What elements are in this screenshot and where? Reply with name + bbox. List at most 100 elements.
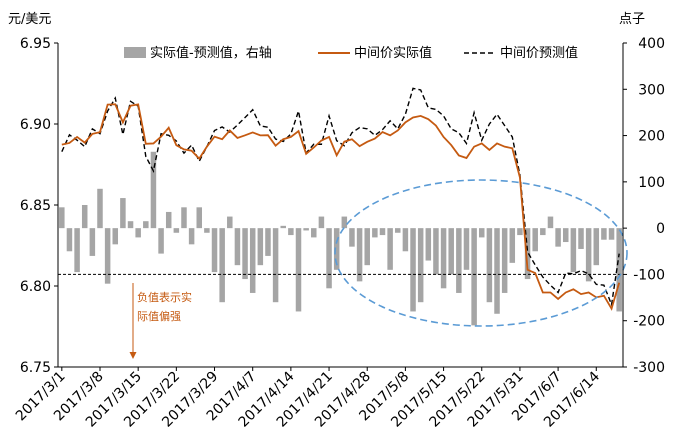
annotation-arrowhead: [129, 352, 137, 359]
bars-layer: [59, 151, 622, 326]
bar-mark: [66, 228, 73, 252]
bar-mark: [456, 228, 462, 293]
right-tick-label: 200: [638, 129, 665, 145]
bar-mark: [74, 228, 80, 273]
bar-mark: [601, 228, 607, 240]
right-axis-ticks: -300 -200 -100 0 100 200 300 400: [623, 36, 665, 376]
right-tick-label: 400: [638, 36, 665, 52]
bar-mark: [562, 228, 569, 243]
left-tick-label: 6.80: [20, 279, 51, 295]
bar-mark: [173, 228, 180, 233]
bar-mark: [341, 216, 348, 229]
bar-mark: [288, 228, 294, 236]
series-line-forecast: [61, 87, 620, 308]
legend-label-forecast: 中间价预测值: [500, 45, 578, 61]
left-axis-unit: 元/美元: [8, 12, 51, 27]
bar-mark: [120, 198, 126, 229]
bar-mark: [311, 228, 317, 238]
right-tick-label: 100: [638, 175, 665, 191]
bar-mark: [540, 228, 546, 236]
bar-mark: [104, 228, 111, 284]
bar-mark: [196, 207, 202, 229]
right-tick-label: -100: [633, 267, 665, 283]
bar-mark: [387, 228, 393, 270]
bar-mark: [242, 228, 248, 280]
annotation-line-1: 负值表示实: [137, 290, 192, 304]
bar-mark: [593, 228, 600, 266]
bar-mark: [135, 228, 141, 238]
bar-mark: [578, 228, 584, 249]
left-tick-label: 6.95: [20, 36, 51, 52]
bar-mark: [356, 228, 363, 282]
bar-mark: [570, 228, 577, 273]
right-tick-label: -300: [633, 360, 665, 376]
bar-mark: [234, 228, 241, 266]
bar-mark: [280, 225, 286, 229]
bar-mark: [265, 228, 271, 256]
series-line-actual: [61, 103, 621, 311]
bar-mark: [494, 228, 500, 314]
annotation: 负值表示实 际值偏强: [129, 283, 192, 359]
bar-mark: [219, 228, 225, 303]
bar-mark: [471, 228, 477, 326]
bar-mark: [555, 228, 561, 247]
bar-mark: [257, 228, 264, 266]
bar-mark: [227, 216, 233, 229]
bar-mark: [272, 228, 279, 303]
bar-mark: [425, 228, 432, 261]
bar-mark: [585, 228, 592, 282]
bar-mark: [486, 228, 493, 303]
left-axis-ticks: 6.75 6.80 6.85 6.90 6.95: [20, 36, 58, 376]
bar-mark: [616, 228, 622, 312]
left-tick-label: 6.75: [20, 360, 51, 376]
bar-mark: [364, 228, 370, 266]
right-tick-label: 0: [656, 221, 665, 237]
bar-mark: [97, 188, 103, 229]
bar-mark: [410, 228, 416, 312]
bar-mark: [143, 221, 149, 229]
bar-mark: [89, 228, 96, 256]
bar-mark: [318, 216, 325, 229]
bar-mark: [188, 228, 195, 245]
bar-mark: [402, 228, 409, 252]
bar-mark: [249, 228, 256, 293]
right-tick-label: -200: [633, 314, 665, 330]
legend: 实际值-预测值，右轴 中间价实际值 中间价预测值: [124, 45, 578, 61]
left-tick-label: 6.85: [20, 198, 51, 214]
right-axis-unit: 点子: [619, 12, 645, 27]
bar-mark: [81, 205, 88, 229]
bar-mark: [165, 211, 172, 229]
bar-mark: [150, 151, 157, 229]
bar-mark: [448, 228, 454, 275]
bar-mark: [181, 207, 187, 229]
bar-mark: [326, 228, 332, 289]
bar-mark: [524, 228, 531, 280]
bar-mark: [372, 228, 378, 238]
bar-mark: [517, 228, 523, 236]
bar-mark: [303, 228, 309, 231]
bar-mark: [509, 228, 516, 263]
bar-mark: [532, 228, 538, 252]
legend-swatch-bar: [124, 47, 146, 58]
bar-mark: [417, 228, 424, 303]
bar-mark: [379, 228, 386, 236]
left-tick-label: 6.90: [20, 117, 51, 133]
bar-mark: [158, 228, 164, 254]
highlight-ellipse: [334, 179, 628, 327]
bar-mark: [479, 228, 485, 238]
bar-mark: [440, 228, 447, 289]
legend-label-actual: 中间价实际值: [354, 45, 432, 61]
legend-label-bar: 实际值-预测值，右轴: [150, 45, 272, 61]
right-tick-label: 300: [638, 82, 665, 98]
bar-mark: [349, 228, 355, 247]
bar-mark: [59, 207, 65, 229]
bar-mark: [127, 221, 134, 229]
bar-mark: [433, 228, 439, 275]
bar-mark: [204, 228, 210, 233]
annotation-line-2: 际值偏强: [137, 309, 181, 323]
bar-mark: [395, 228, 401, 233]
bar-mark: [295, 228, 302, 312]
bar-mark: [463, 228, 470, 270]
